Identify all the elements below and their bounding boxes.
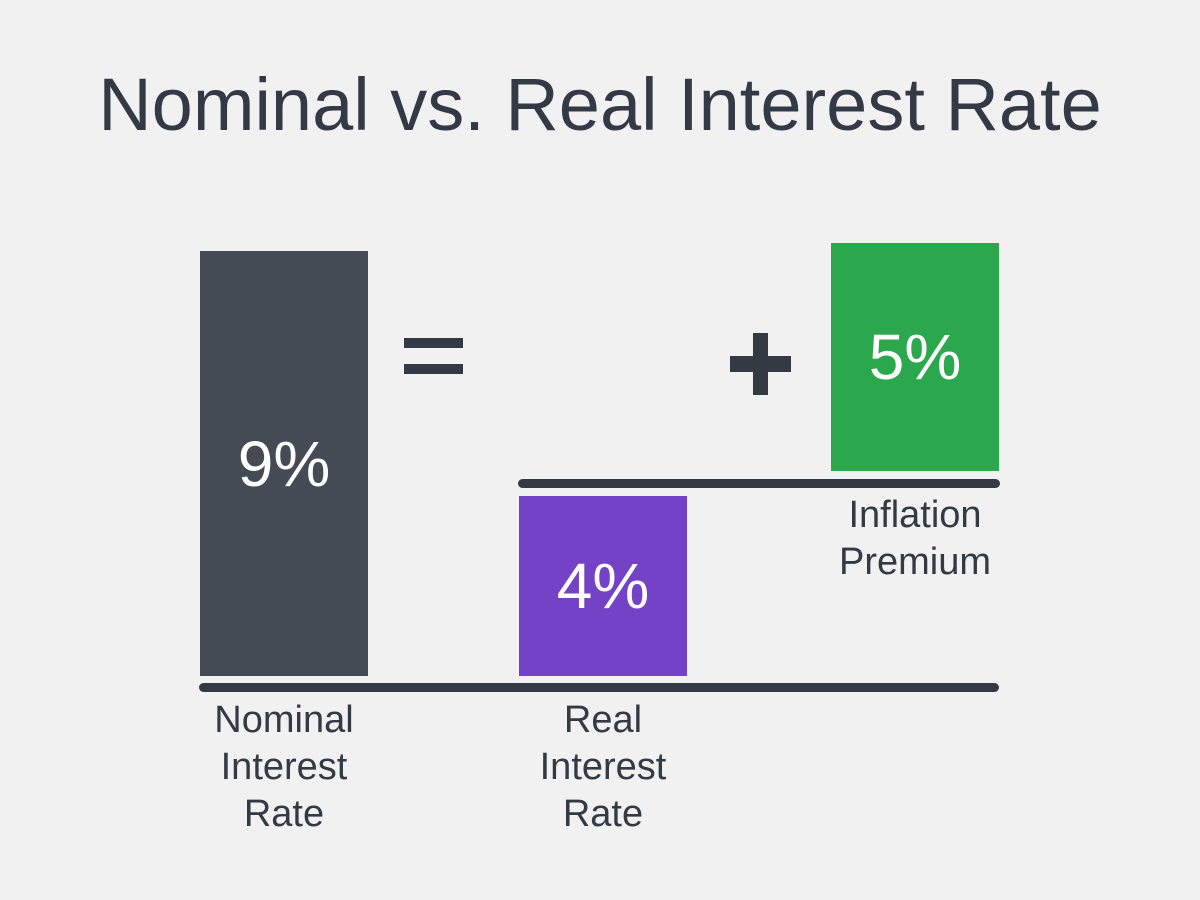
- inflation-premium-value: 5%: [868, 321, 962, 393]
- equals-top-stroke: [404, 338, 463, 348]
- plus-horizontal-stroke: [730, 356, 791, 372]
- nominal-rate-value: 9%: [237, 427, 331, 500]
- inflation-premium-bar: 5%: [831, 243, 999, 471]
- plus-icon: [730, 333, 791, 395]
- real-rate-value: 4%: [556, 550, 650, 622]
- main-baseline: [199, 683, 999, 692]
- inflation-premium-label: Inflation Premium: [838, 494, 992, 583]
- real-rate-label: Real Interest Rate: [539, 699, 667, 835]
- real-rate-bar: 4%: [519, 496, 687, 676]
- equals-bottom-stroke: [404, 364, 463, 374]
- upper-baseline: [518, 479, 1000, 488]
- equals-icon: [404, 338, 463, 374]
- nominal-rate-label: Nominal Interest Rate: [214, 699, 354, 835]
- page-title: Nominal vs. Real Interest Rate: [98, 63, 1102, 146]
- nominal-rate-bar: 9%: [200, 251, 368, 676]
